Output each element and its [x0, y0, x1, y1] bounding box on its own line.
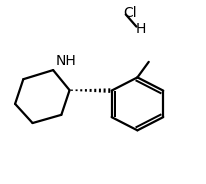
Text: NH: NH — [55, 54, 76, 68]
Text: H: H — [135, 22, 145, 36]
Text: Cl: Cl — [122, 6, 136, 20]
